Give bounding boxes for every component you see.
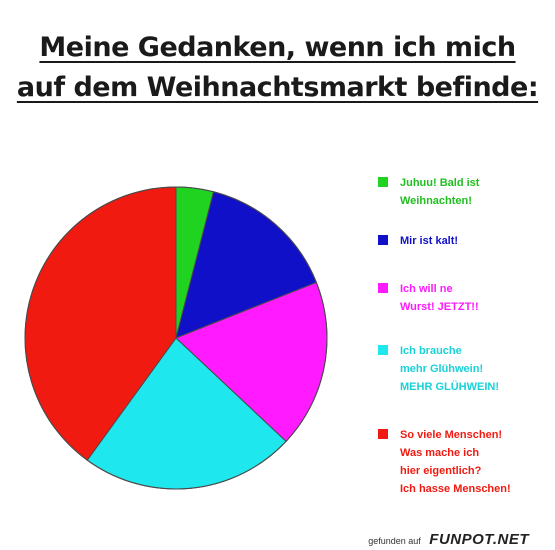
chart-title: Meine Gedanken, wenn ich mich auf dem We… [0, 28, 555, 108]
legend-label-line: Ich brauche [400, 345, 462, 357]
legend-label: So viele Menschen! Was mache ich hier eige… [400, 426, 555, 498]
legend-label-line: hier eigentlich? [400, 465, 482, 477]
pie-outline [24, 186, 328, 490]
legend-swatch [378, 235, 388, 245]
footer-brand-logo: FUNPOT.NET [429, 531, 529, 548]
legend-label-line: mehr Glühwein! [400, 363, 484, 375]
legend-label: Juhuu! Bald ist Weihnachten! [400, 174, 555, 210]
legend-label-line: Ich will ne [400, 283, 453, 295]
legend-swatch [378, 283, 388, 293]
legend-label: Mir ist kalt! [400, 232, 555, 250]
footer-prefix: gefunden auf [368, 536, 421, 546]
legend-swatch [378, 177, 388, 187]
legend-swatch [378, 429, 388, 439]
legend-label-line: Mir ist kalt! [400, 235, 459, 247]
legend-label-line: Ich hasse Menschen! [400, 483, 511, 495]
legend-label-line: Was mache ich [400, 447, 480, 459]
footer: gefunden auf FUNPOT.NET [368, 531, 529, 548]
legend-label: Ich brauche mehr Glühwein! MEHR GLÜHWEIN! [400, 342, 555, 396]
legend-label: Ich will ne Wurst! JETZT!! [400, 280, 555, 316]
legend-label-line: Wurst! JETZT!! [400, 301, 479, 313]
legend-label-line: MEHR GLÜHWEIN! [400, 381, 499, 393]
legend-label-line: Juhuu! Bald ist [400, 177, 480, 189]
legend-label-line: So viele Menschen! [400, 429, 503, 441]
legend-swatch [378, 345, 388, 355]
legend-label-line: Weihnachten! [400, 195, 472, 207]
chart-title-line-1: Meine Gedanken, wenn ich mich [39, 32, 516, 63]
chart-title-line-2: auf dem Weihnachtsmarkt befinde: [16, 72, 539, 103]
